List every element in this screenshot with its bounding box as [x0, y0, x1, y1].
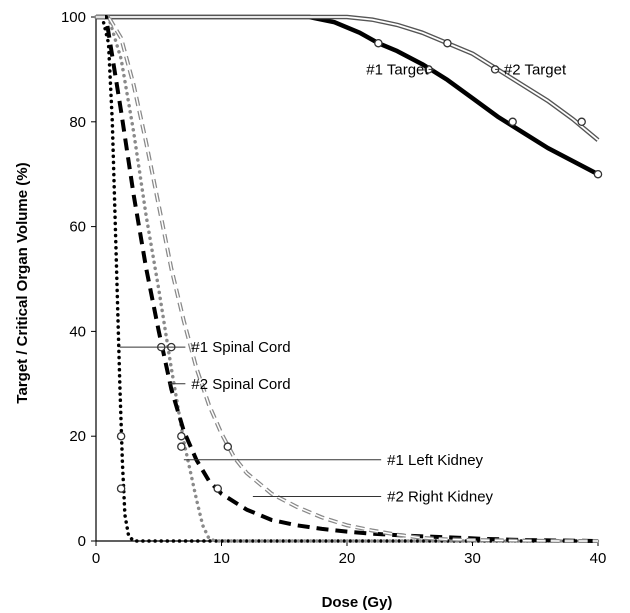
x-tick-label: 20	[339, 550, 356, 567]
x-axis-title: Dose (Gy)	[322, 594, 393, 611]
series-line	[96, 15, 599, 543]
data-point-marker	[374, 38, 383, 48]
x-tick-label: 10	[213, 550, 230, 567]
x-tick-label: 40	[590, 550, 607, 567]
data-point-marker	[593, 169, 603, 179]
annotation-label: #2 Right Kidney	[387, 488, 493, 505]
data-point-marker	[213, 484, 222, 493]
data-point-marker	[116, 431, 126, 441]
series-line	[96, 16, 599, 141]
annotation-label: #2 Target	[504, 61, 567, 78]
series-line	[94, 15, 600, 543]
data-point-marker	[116, 484, 126, 493]
x-tick-label: 0	[92, 550, 100, 567]
series-5	[96, 15, 598, 543]
y-axis-title: Target / Critical Organ Volume (%)	[14, 162, 31, 403]
series-0	[96, 14, 600, 177]
axes: 0 20 40 60 80 100 0 10 20 30 40	[61, 9, 606, 567]
annotation-label: #1 Target	[366, 61, 429, 78]
data-point-marker	[223, 442, 233, 451]
data-point-marker	[443, 38, 452, 48]
annotation-label: #1 Left Kidney	[387, 452, 483, 469]
data-point-marker	[508, 117, 517, 127]
y-tick-label: 0	[78, 533, 86, 550]
series-line	[94, 15, 600, 543]
series-line	[96, 16, 598, 542]
y-tick-label: 20	[69, 428, 86, 445]
series-line	[96, 14, 600, 177]
y-tick-label: 100	[61, 9, 86, 26]
series-line	[96, 15, 598, 543]
marker-layer	[116, 38, 603, 493]
x-tick-label: 30	[464, 550, 481, 567]
annotation-label: #2 Spinal Cord	[191, 376, 290, 393]
series-4	[96, 15, 599, 543]
data-point-marker	[177, 431, 186, 441]
series-line	[96, 14, 600, 142]
series-2	[94, 15, 600, 543]
series-layer	[94, 14, 600, 543]
y-tick-label: 40	[69, 323, 86, 340]
y-tick-label: 60	[69, 219, 86, 236]
data-point-marker	[577, 117, 586, 127]
y-tick-label: 80	[69, 114, 86, 131]
annotation-label: #1 Spinal Cord	[191, 339, 290, 356]
series-3	[94, 15, 600, 543]
series-1	[96, 14, 600, 142]
data-point-marker	[177, 442, 186, 451]
annotation-layer: #1 Target #2 Target #1 Spinal Cord #2 Spina…	[119, 61, 567, 505]
